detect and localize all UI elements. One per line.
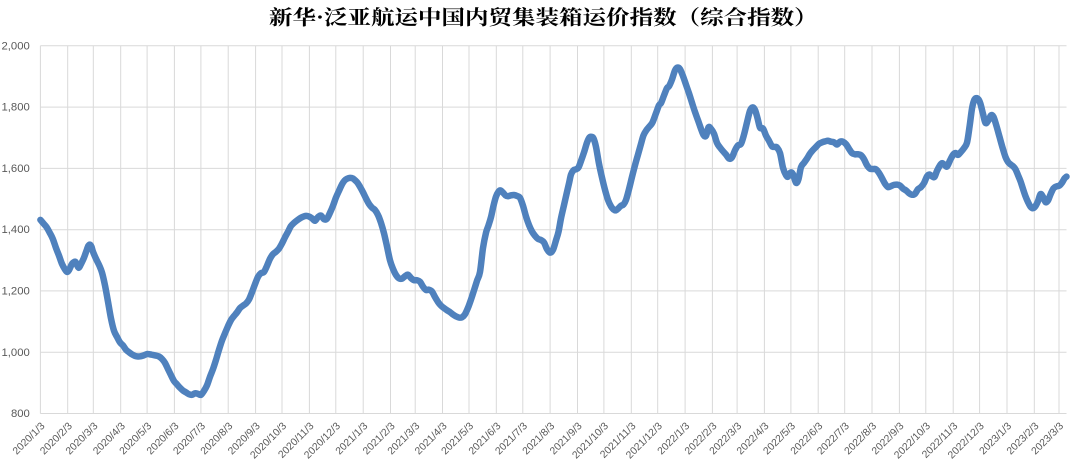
svg-text:1,600: 1,600 <box>2 163 30 175</box>
svg-text:1,000: 1,000 <box>2 347 30 359</box>
svg-text:1,200: 1,200 <box>2 286 30 298</box>
svg-text:1,400: 1,400 <box>2 224 30 236</box>
svg-text:800: 800 <box>11 408 30 420</box>
svg-text:1,800: 1,800 <box>2 102 30 114</box>
svg-text:2,000: 2,000 <box>2 40 30 52</box>
